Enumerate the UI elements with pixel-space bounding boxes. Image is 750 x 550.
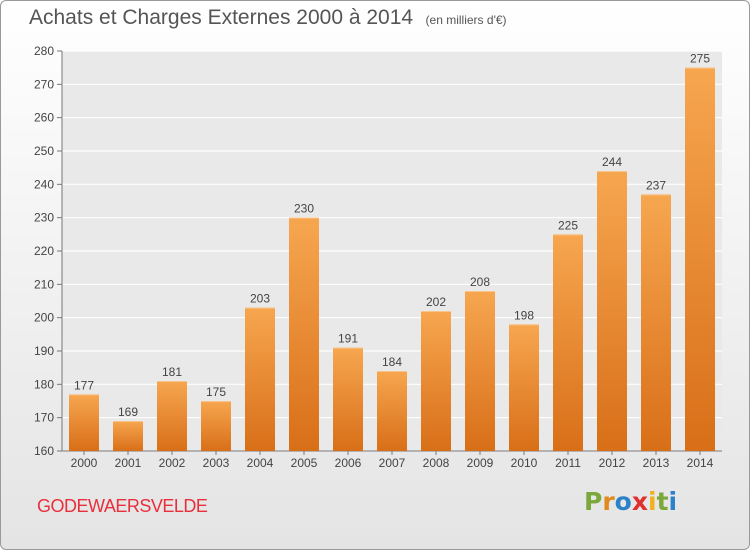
logo-letter: x [631, 487, 648, 516]
y-tick-label: 190 [34, 344, 54, 358]
bar [289, 217, 319, 451]
data-label: 191 [338, 332, 358, 346]
data-label: 230 [294, 202, 314, 216]
bar [201, 401, 231, 451]
y-tick-label: 200 [34, 311, 54, 325]
y-tick-label: 240 [34, 177, 54, 191]
bar [465, 291, 495, 451]
data-label: 175 [206, 385, 226, 399]
x-tick-label: 2005 [291, 456, 318, 470]
logo-letter: i [648, 487, 657, 516]
x-tick-label: 2013 [643, 456, 670, 470]
title-main: Achats et Charges Externes 2000 à 2014 [29, 6, 414, 29]
x-tick-label: 2000 [71, 456, 98, 470]
data-label: 169 [118, 405, 138, 419]
logo-letter: r [602, 487, 615, 516]
data-label: 203 [250, 292, 270, 306]
bar [553, 234, 583, 451]
bar [641, 194, 671, 452]
x-tick-label: 2009 [467, 456, 494, 470]
x-tick-label: 2014 [687, 456, 714, 470]
y-tick-label: 170 [34, 411, 54, 425]
bar [421, 311, 451, 451]
data-label: 244 [602, 155, 622, 169]
y-tick-label: 230 [34, 211, 54, 225]
bar [377, 371, 407, 451]
logo-letter: P [584, 487, 603, 516]
y-tick-label: 250 [34, 144, 54, 158]
x-tick-label: 2004 [247, 456, 274, 470]
x-tick-label: 2002 [159, 456, 186, 470]
bar [509, 324, 539, 451]
y-tick-label: 210 [34, 277, 54, 291]
x-tick-label: 2012 [599, 456, 626, 470]
commune-name: GODEWAERSVELDE [37, 496, 208, 516]
data-label: 202 [426, 295, 446, 309]
bar [597, 171, 627, 451]
logo-letter: o [614, 487, 632, 516]
y-tick-label: 280 [34, 44, 54, 58]
chart-title: Achats et Charges Externes 2000 à 2014 (… [29, 6, 507, 30]
x-tick-label: 2008 [423, 456, 450, 470]
title-unit: (en milliers d'€) [425, 13, 507, 27]
bar [685, 67, 715, 452]
logo-letter: i [668, 487, 678, 516]
x-tick-label: 2010 [511, 456, 538, 470]
logo-letter: t [656, 487, 669, 516]
data-label: 177 [74, 378, 94, 392]
x-tick-label: 2006 [335, 456, 362, 470]
bar [333, 347, 363, 451]
x-tick-label: 2007 [379, 456, 406, 470]
y-tick-label: 270 [34, 77, 54, 91]
y-tick-label: 220 [34, 244, 54, 258]
data-label: 237 [646, 178, 666, 192]
bar [245, 307, 275, 451]
bar [157, 381, 187, 451]
y-tick-label: 180 [34, 377, 54, 391]
x-tick-label: 2001 [115, 456, 142, 470]
data-label: 208 [470, 275, 490, 289]
proxiti-logo: Proxiti [584, 487, 677, 516]
data-label: 184 [382, 355, 402, 369]
x-tick-label: 2011 [555, 456, 581, 470]
data-label: 275 [690, 52, 710, 66]
data-label: 225 [558, 218, 578, 232]
data-label: 198 [514, 308, 534, 322]
x-tick-label: 2003 [203, 456, 230, 470]
bar [113, 421, 143, 451]
y-tick-label: 160 [34, 444, 54, 458]
y-tick-label: 260 [34, 111, 54, 125]
bar [69, 394, 99, 451]
data-label: 181 [162, 365, 182, 379]
